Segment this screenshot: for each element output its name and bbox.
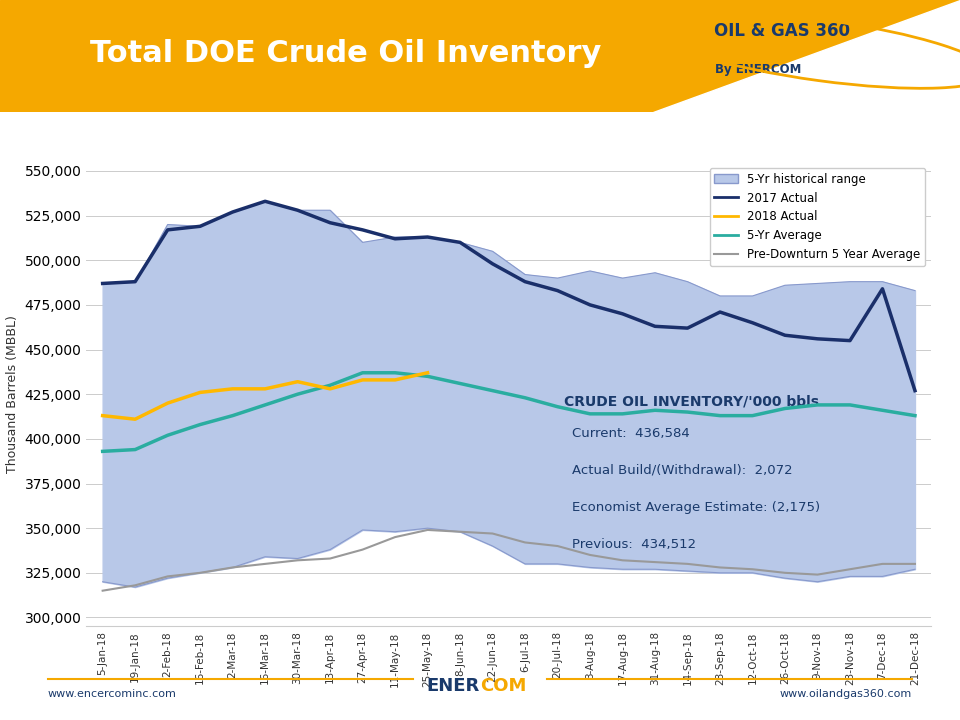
Text: CRUDE OIL INVENTORY/'000 bbls: CRUDE OIL INVENTORY/'000 bbls	[564, 395, 819, 408]
Y-axis label: Thousand Barrels (MBBL): Thousand Barrels (MBBL)	[6, 315, 19, 473]
Text: Week Ended June 1, 2018: Week Ended June 1, 2018	[21, 119, 278, 137]
Text: By ENERCOM: By ENERCOM	[715, 63, 802, 76]
Text: www.oilandgas360.com: www.oilandgas360.com	[780, 689, 912, 699]
Text: Actual Build/(Withdrawal):  2,072: Actual Build/(Withdrawal): 2,072	[572, 464, 793, 477]
Text: Total DOE Crude Oil Inventory: Total DOE Crude Oil Inventory	[90, 39, 601, 68]
Text: Current:  436,584: Current: 436,584	[572, 427, 690, 440]
Text: ENER: ENER	[427, 678, 480, 696]
Text: OIL & GAS 360: OIL & GAS 360	[714, 22, 851, 40]
Text: Previous:  434,512: Previous: 434,512	[572, 538, 696, 552]
Text: COM: COM	[480, 678, 526, 696]
Text: www.encercominc.com: www.encercominc.com	[48, 689, 177, 699]
Text: Economist Average Estimate: (2,175): Economist Average Estimate: (2,175)	[572, 501, 820, 514]
Polygon shape	[653, 0, 960, 112]
Legend: 5-Yr historical range, 2017 Actual, 2018 Actual, 5-Yr Average, Pre-Downturn 5 Ye: 5-Yr historical range, 2017 Actual, 2018…	[709, 168, 925, 266]
